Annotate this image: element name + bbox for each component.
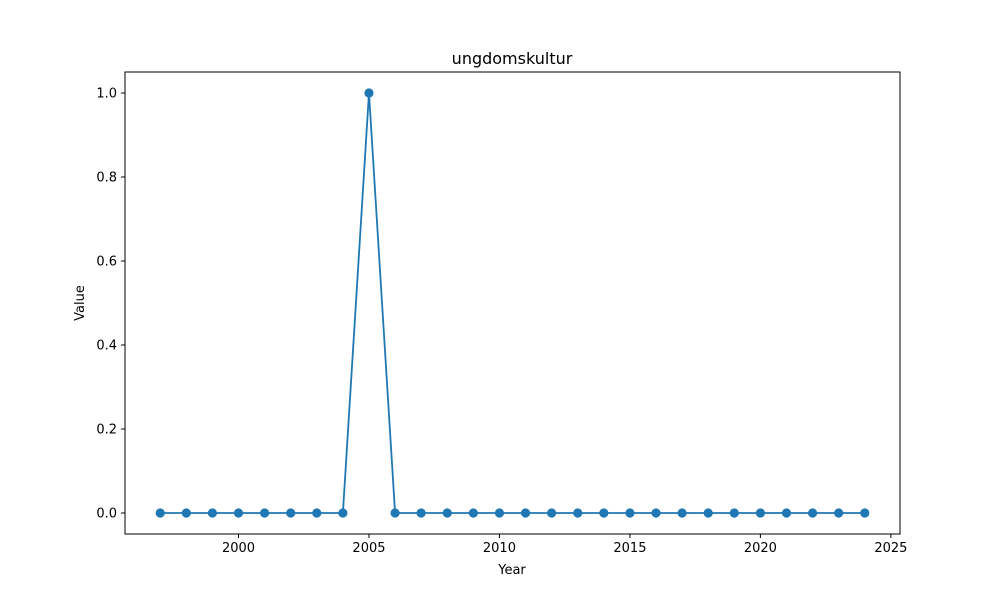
data-point [468,508,478,518]
data-point [286,508,296,518]
data-point [338,508,348,518]
y-axis-label: Value [73,285,88,321]
data-point [834,508,844,518]
y-tick-label: 0.6 [96,255,117,270]
series-line [160,92,865,514]
data-point [807,508,818,518]
y-tick-label: 0.4 [96,339,117,354]
data-point [651,508,661,518]
x-tick-label: 2005 [352,541,385,556]
data-point [312,508,322,518]
chart-title: ungdomskultur [452,49,573,68]
data-point [442,508,452,518]
data-point [573,508,583,518]
data-point [494,508,505,518]
y-tick-label: 1.0 [96,87,117,102]
ticks-layer: 2000 2005 2010 2015 2020 2025 0.0 0.2 0.4 0.6 0.8 1… [96,87,907,557]
x-tick-label: 2020 [744,541,777,556]
data-point [860,508,870,518]
data-point [547,508,557,518]
data-point [729,508,739,518]
data-point [625,508,635,518]
x-tick-label: 2000 [222,541,255,556]
data-point [233,508,244,518]
plot-area-frame [124,71,901,535]
data-point [260,508,270,518]
data-point [181,508,191,518]
x-tick-label: 2025 [874,541,907,556]
y-tick-label: 0.0 [96,507,117,522]
data-point [390,508,400,518]
data-point [599,508,609,518]
data-point [781,508,792,518]
y-tick-label: 0.8 [96,171,117,186]
data-point [155,508,165,518]
data-point [677,508,687,518]
data-point [520,508,531,518]
data-point [755,508,765,518]
x-tick-label: 2015 [613,541,646,556]
x-tick-label: 2010 [483,541,516,556]
data-point [364,88,374,98]
y-tick-label: 0.2 [96,423,117,438]
series-layer [155,88,870,518]
data-point [703,508,713,518]
data-point [207,508,218,518]
data-point [416,508,426,518]
x-axis-label: Year [497,563,526,578]
